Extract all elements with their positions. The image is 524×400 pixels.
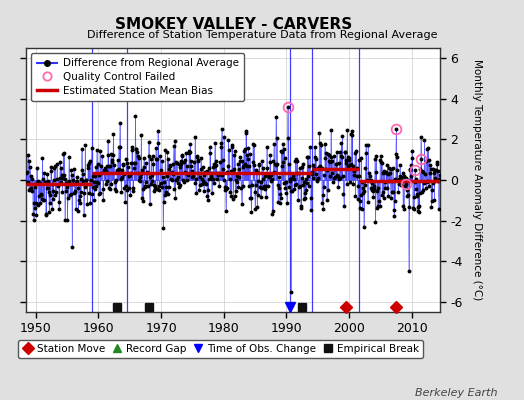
Text: Berkeley Earth: Berkeley Earth: [416, 388, 498, 398]
Legend: Station Move, Record Gap, Time of Obs. Change, Empirical Break: Station Move, Record Gap, Time of Obs. C…: [18, 340, 423, 358]
Text: Difference of Station Temperature Data from Regional Average: Difference of Station Temperature Data f…: [87, 30, 437, 40]
Title: SMOKEY VALLEY - CARVERS: SMOKEY VALLEY - CARVERS: [115, 16, 352, 32]
Y-axis label: Monthly Temperature Anomaly Difference (°C): Monthly Temperature Anomaly Difference (…: [473, 59, 483, 301]
